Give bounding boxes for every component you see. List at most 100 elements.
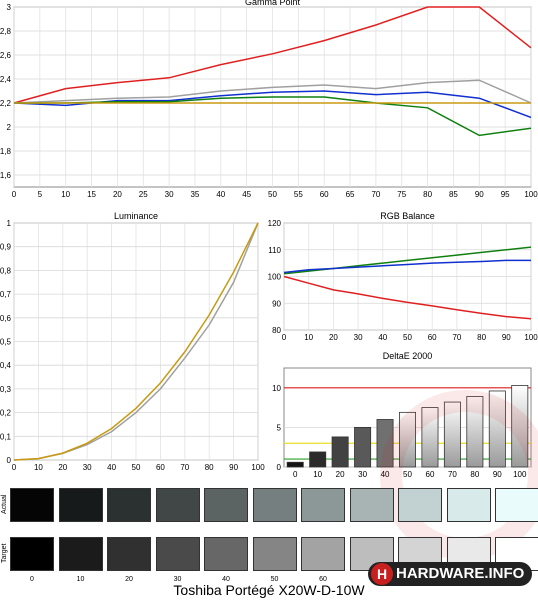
series-line-2-0 [283, 275, 532, 320]
ytick-label: 2,8 [0, 27, 12, 36]
xtick-label: 50 [268, 190, 277, 199]
ytick-label: 3 [7, 3, 12, 12]
xtick-label: 0 [293, 470, 298, 479]
delta-bar-20 [331, 436, 349, 468]
delta-bar-30 [354, 426, 372, 468]
ytick-label: 100 [268, 273, 282, 282]
xtick-label: 40 [216, 190, 225, 199]
chart-title: RGB Balance [380, 211, 435, 221]
ytick-label: 0,6 [0, 314, 12, 323]
patch-label: 40 [222, 576, 230, 583]
xtick-label: 0 [12, 463, 17, 472]
series-line-2-2 [283, 259, 531, 274]
xtick-label: 20 [58, 463, 67, 472]
target-patch-30 [155, 537, 200, 571]
xtick-label: 75 [397, 190, 406, 199]
ytick-label: 1,6 [0, 171, 12, 180]
xtick-label: 15 [87, 190, 96, 199]
series-line-0-0 [13, 6, 532, 104]
target-patch-60 [301, 537, 345, 571]
logo-text: HARDWARE.INFO [396, 565, 525, 582]
xtick-label: 40 [378, 333, 387, 342]
xtick-label: 30 [165, 190, 174, 199]
xtick-label: 60 [428, 333, 437, 342]
ytick-label: 1 [7, 219, 12, 228]
xtick-label: 100 [251, 463, 265, 472]
ytick-label: 0,1 [0, 432, 12, 441]
xtick-label: 65 [346, 190, 355, 199]
xtick-label: 90 [502, 333, 511, 342]
ytick-label: 90 [272, 299, 281, 308]
xtick-label: 80 [205, 463, 214, 472]
xtick-label: 100 [524, 190, 538, 199]
ytick-label: 2 [7, 123, 12, 132]
xtick-label: 100 [524, 333, 538, 342]
xtick-label: 50 [403, 333, 412, 342]
target-patch-0 [10, 537, 54, 571]
xtick-label: 10 [61, 190, 70, 199]
ytick-label: 0,4 [0, 361, 12, 370]
ytick-label: 5 [277, 423, 282, 432]
ytick-label: 1,8 [0, 147, 12, 156]
target-patch-10 [58, 537, 103, 571]
ytick-label: 0 [277, 463, 282, 472]
xtick-label: 60 [156, 463, 165, 472]
xtick-label: 40 [107, 463, 116, 472]
xtick-label: 10 [304, 333, 313, 342]
delta-bar-0 [286, 461, 304, 468]
actual-patch-40 [204, 488, 248, 522]
ytick-label: 0,2 [0, 409, 12, 418]
ytick-label: 110 [268, 246, 281, 255]
xtick-label: 90 [229, 463, 238, 472]
patch-label: 10 [76, 576, 85, 583]
chart-title: Gamma Point [245, 0, 301, 7]
xtick-label: 10 [313, 470, 322, 479]
xtick-label: 80 [477, 333, 486, 342]
actual-patch-10 [58, 488, 103, 522]
ytick-label: 2,6 [0, 51, 12, 60]
xtick-label: 70 [180, 463, 189, 472]
actual-patch-60 [301, 488, 345, 522]
actual-patch-20 [107, 488, 151, 522]
ytick-label: 0,8 [0, 266, 12, 275]
xtick-label: 20 [329, 333, 338, 342]
ytick-label: 0,7 [0, 290, 12, 299]
xtick-label: 95 [501, 190, 510, 199]
xtick-label: 35 [190, 190, 199, 199]
patch-label: 50 [270, 576, 279, 583]
series-line-0-3 [14, 96, 532, 137]
patch-label: 20 [125, 576, 133, 583]
xtick-label: 10 [34, 463, 43, 472]
xtick-label: 90 [475, 190, 484, 199]
xtick-label: 25 [139, 190, 148, 199]
xtick-label: 5 [38, 190, 43, 199]
delta-bar-10 [309, 451, 327, 468]
xtick-label: 0 [282, 333, 287, 342]
ytick-label: 2,4 [0, 75, 12, 84]
actual-row-label: Actual [1, 494, 8, 514]
ytick-label: 0,9 [0, 243, 12, 252]
actual-patch-30 [155, 488, 200, 522]
ytick-label: 10 [272, 384, 281, 393]
watermark-ring [380, 390, 538, 560]
target-patch-50 [252, 537, 297, 571]
actual-patch-100 [495, 488, 538, 522]
series-line-1-1 [13, 222, 259, 461]
xtick-label: 60 [320, 190, 329, 199]
xtick-label: 0 [12, 190, 17, 199]
xtick-label: 30 [358, 470, 367, 479]
xtick-label: 30 [354, 333, 363, 342]
ytick-label: 2,2 [0, 99, 12, 108]
hardware-info-logo[interactable]: H HARDWARE.INFO [368, 562, 533, 586]
chart-title: Luminance [114, 211, 158, 221]
patch-label: 60 [319, 576, 327, 583]
xtick-label: 20 [113, 190, 122, 199]
actual-patch-70 [349, 488, 394, 522]
series-line-0-1 [13, 79, 532, 104]
ytick-label: 80 [272, 326, 281, 335]
target-patch-40 [204, 537, 248, 571]
ytick-label: 0 [7, 456, 12, 465]
xtick-label: 30 [83, 463, 92, 472]
ytick-label: 120 [268, 219, 282, 228]
logo-mark: H [371, 563, 393, 585]
